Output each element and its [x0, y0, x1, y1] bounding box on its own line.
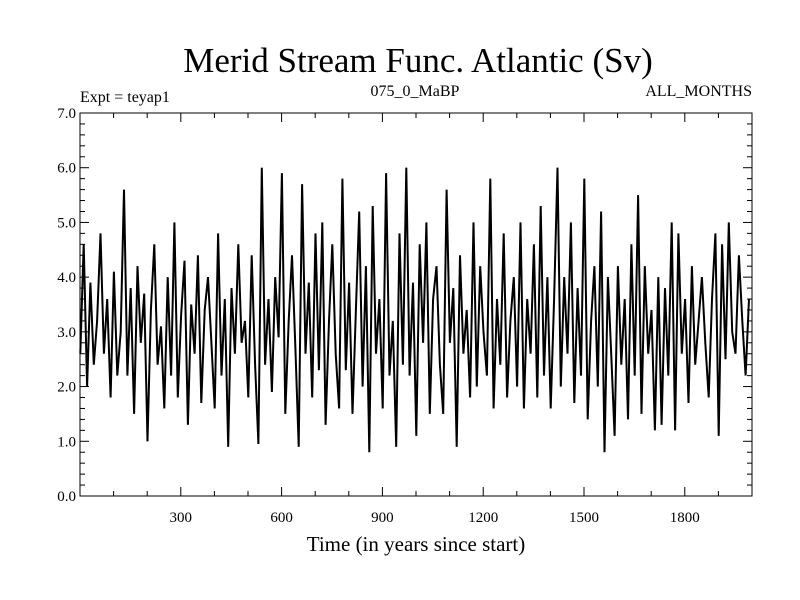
y-tick-label: 5.0: [57, 215, 76, 231]
y-tick-label: 6.0: [57, 161, 76, 177]
x-axis-tick-labels: 300 600 900 1200 1500 1800: [170, 510, 700, 526]
y-tick-label: 3.0: [57, 325, 76, 341]
series-line: [79, 167, 750, 453]
x-axis-ticks: [113, 113, 719, 496]
x-tick-label: 1800: [670, 510, 700, 526]
chart-title: Merid Stream Func. Atlantic (Sv): [183, 41, 653, 80]
plot-frame: [79, 112, 753, 497]
y-tick-label: 1.0: [57, 434, 76, 450]
subtitle-left: Expt = teyap1: [80, 89, 170, 106]
subtitle-center: 075_0_MaBP: [371, 83, 460, 100]
y-tick-label: 2.0: [57, 380, 76, 396]
x-tick-label: 600: [270, 510, 293, 526]
y-axis-tick-labels: 0.0 1.0 2.0 3.0 4.0 5.0 6.0 7.0: [57, 106, 76, 505]
x-tick-label: 1200: [468, 510, 498, 526]
y-tick-label: 4.0: [57, 270, 76, 286]
x-tick-label: 1500: [569, 510, 599, 526]
subtitle-right: ALL_MONTHS: [645, 83, 752, 100]
x-axis-label: Time (in years since start): [307, 532, 526, 556]
y-tick-label: 7.0: [57, 106, 76, 122]
x-tick-label: 300: [170, 510, 193, 526]
y-tick-label: 0.0: [57, 489, 76, 505]
x-tick-label: 900: [371, 510, 394, 526]
